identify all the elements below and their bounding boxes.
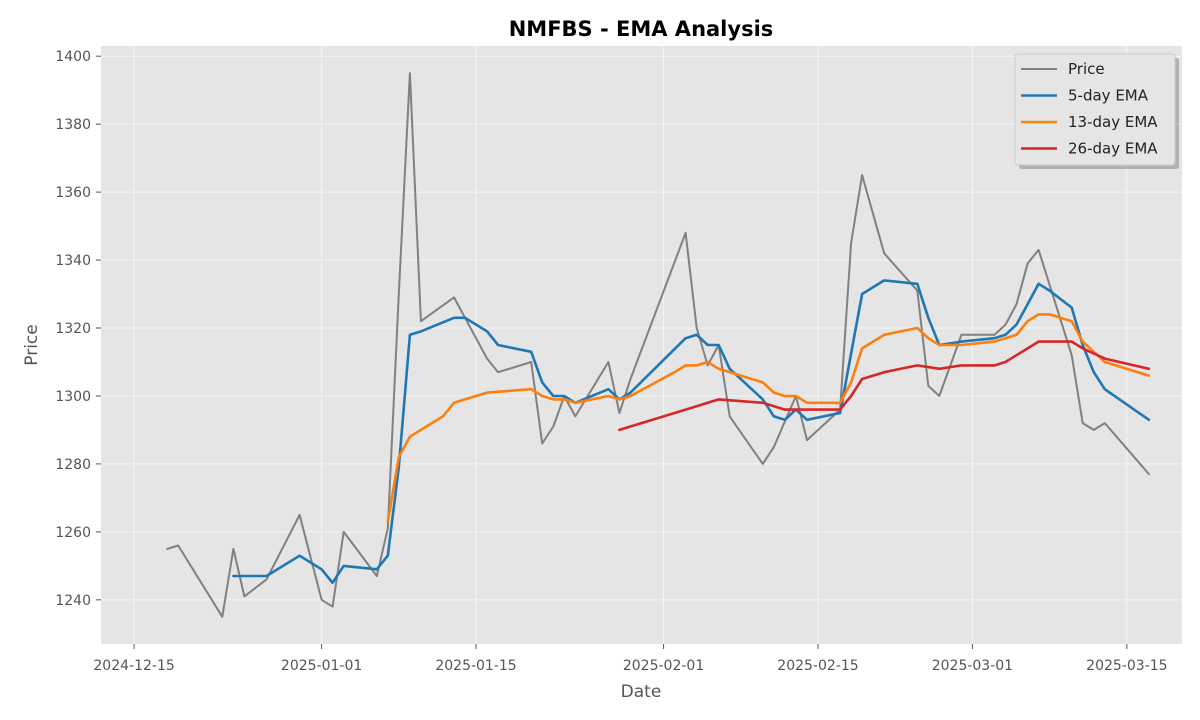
ema-5-line bbox=[232, 279, 1151, 585]
legend-item-ema-13: 13-day EMA bbox=[1021, 113, 1158, 131]
y-axis-label: Price bbox=[22, 324, 42, 365]
x-axis-label: Date bbox=[621, 682, 662, 702]
legend-item-ema-26: 26-day EMA bbox=[1021, 140, 1158, 158]
ema-26-line bbox=[618, 340, 1151, 432]
x-tick-label: 2025-03-01 bbox=[932, 658, 1013, 674]
y-tick-label: 1400 bbox=[55, 49, 91, 65]
x-tick-label: 2024-12-15 bbox=[93, 658, 174, 674]
grid bbox=[101, 46, 1182, 644]
y-tick-label: 1320 bbox=[55, 321, 91, 337]
y-tick-label: 1280 bbox=[55, 457, 91, 473]
chart-title: NMFBS - EMA Analysis bbox=[509, 17, 774, 41]
y-tick-label: 1300 bbox=[55, 389, 91, 405]
y-tick-label: 1240 bbox=[55, 593, 91, 609]
price-line bbox=[166, 72, 1150, 618]
x-axis-ticks: 2024-12-15 2025-01-01 2025-01-15 2025-02-01… bbox=[93, 644, 1168, 674]
ema-13-line bbox=[386, 313, 1151, 524]
series-layer bbox=[166, 72, 1151, 618]
y-tick-label: 1340 bbox=[55, 253, 91, 269]
y-tick-label: 1260 bbox=[55, 525, 91, 541]
y-tick-label: 1380 bbox=[55, 117, 91, 133]
x-tick-label: 2025-01-15 bbox=[435, 658, 516, 674]
x-tick-label: 2025-02-15 bbox=[777, 658, 858, 674]
legend-label: 26-day EMA bbox=[1068, 140, 1158, 158]
legend: Price 5-day EMA 13-day EMA 26-day EMA bbox=[1014, 53, 1179, 169]
x-tick-label: 2025-02-01 bbox=[623, 658, 704, 674]
legend-label: Price bbox=[1068, 60, 1105, 78]
y-axis-ticks: 1240 1260 1280 1300 1320 1340 1360 1380 1400 bbox=[55, 49, 101, 609]
plot-background bbox=[101, 46, 1182, 644]
x-tick-label: 2025-03-15 bbox=[1086, 658, 1167, 674]
legend-label: 5-day EMA bbox=[1068, 87, 1149, 105]
legend-label: 13-day EMA bbox=[1068, 113, 1158, 131]
legend-item-ema-5: 5-day EMA bbox=[1021, 87, 1149, 105]
y-tick-label: 1360 bbox=[55, 185, 91, 201]
legend-item-price: Price bbox=[1021, 60, 1105, 78]
x-tick-label: 2025-01-01 bbox=[281, 658, 362, 674]
legend-box bbox=[1014, 53, 1176, 166]
